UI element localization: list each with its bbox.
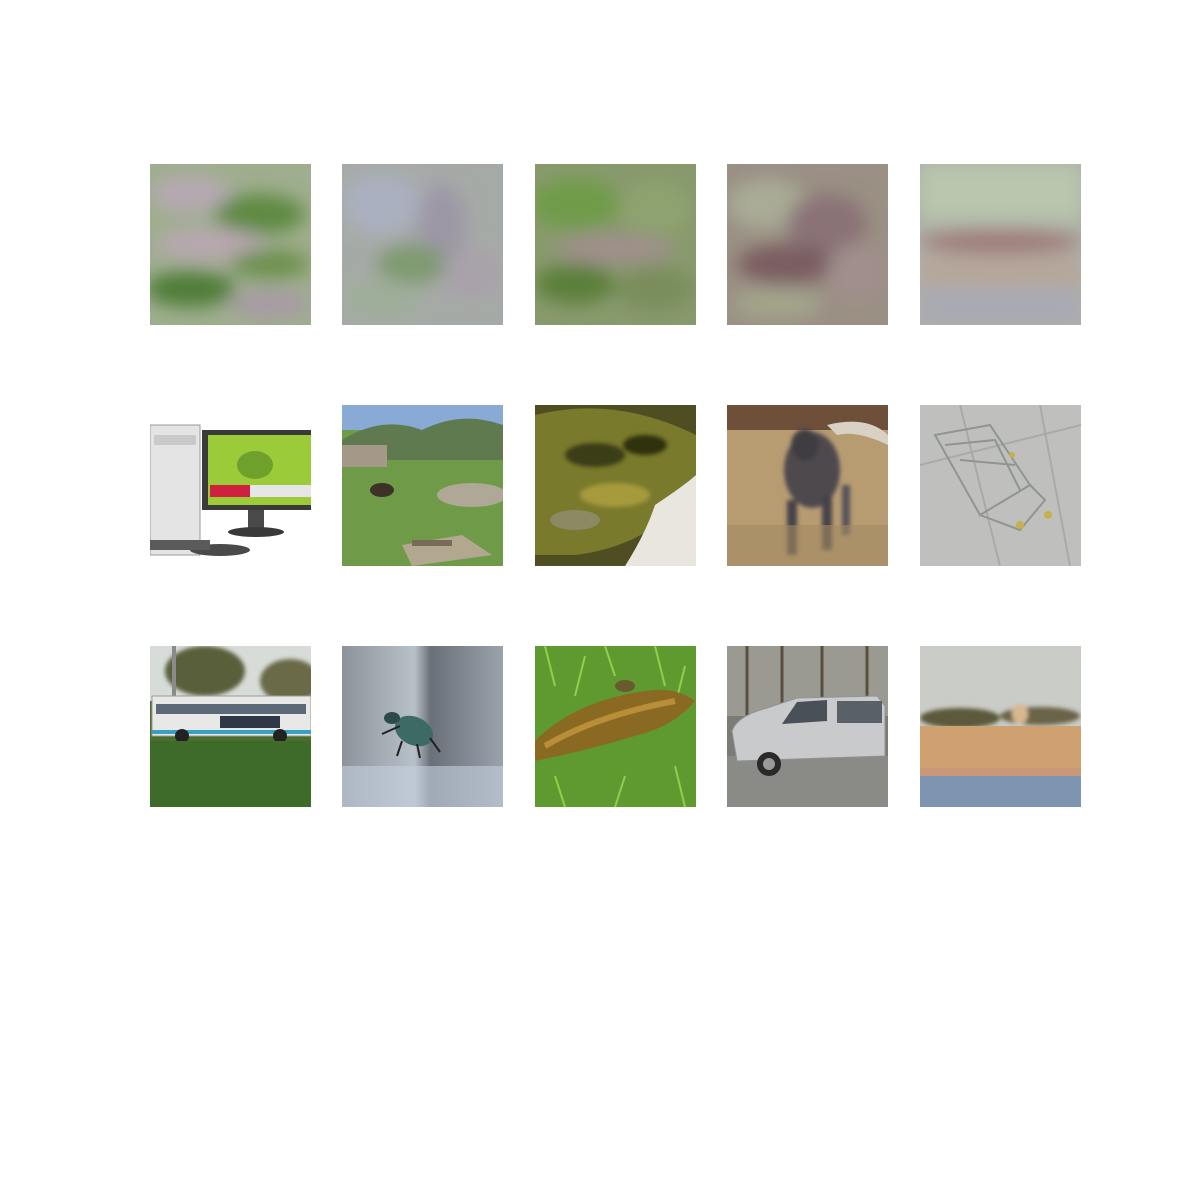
image-tile — [535, 405, 696, 566]
image-tile — [727, 646, 888, 807]
image-tile — [920, 646, 1081, 807]
image-tile — [535, 646, 696, 807]
image-tile — [150, 164, 311, 325]
image-tile — [920, 164, 1081, 325]
image-tile — [727, 405, 888, 566]
image-tile — [535, 164, 696, 325]
image-tile — [150, 405, 311, 566]
image-tile — [342, 646, 503, 807]
image-tile — [150, 646, 311, 807]
image-tile — [342, 405, 503, 566]
image-tile — [342, 164, 503, 325]
image-tile — [920, 405, 1081, 566]
image-tile — [727, 164, 888, 325]
